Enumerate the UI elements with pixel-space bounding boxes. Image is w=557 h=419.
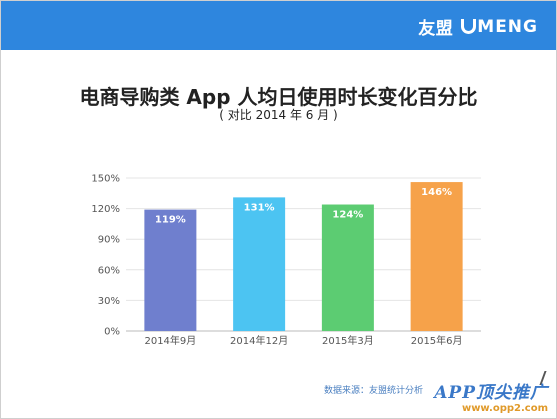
y-tick-label: 60% xyxy=(98,265,120,276)
bar-value-label: 146% xyxy=(421,187,452,198)
bar-value-label: 119% xyxy=(155,215,186,226)
chart-subtitle: ( 对比 2014 年 6 月 ) xyxy=(219,108,338,122)
x-tick-label: 2014年9月 xyxy=(144,334,196,347)
header-bar: 友盟 MENG xyxy=(1,1,556,50)
brand-u-icon xyxy=(461,18,477,34)
y-tick-label: 120% xyxy=(91,204,120,215)
x-tick-label: 2015年6月 xyxy=(411,334,463,347)
bar xyxy=(144,209,197,331)
x-tick-label: 2015年3月 xyxy=(322,334,374,347)
chart-title: 电商导购类 App 人均日使用时长变化百分比 xyxy=(79,85,478,109)
brand-en-wrap: MENG xyxy=(461,17,538,37)
y-tick-label: 30% xyxy=(98,296,120,307)
bar xyxy=(410,182,463,331)
bar-value-label: 124% xyxy=(332,210,363,221)
y-tick-label: 0% xyxy=(104,327,120,338)
watermark-title: APP顶尖推广 xyxy=(434,383,548,403)
brand-cn: 友盟 xyxy=(418,19,454,39)
bar xyxy=(233,197,286,331)
watermark: APP顶尖推广 www.opp2.com xyxy=(434,378,548,414)
brand-en: MENG xyxy=(477,16,538,37)
y-tick-label: 150% xyxy=(91,174,120,185)
y-tick-label: 90% xyxy=(98,235,120,246)
bar-value-label: 131% xyxy=(244,202,275,213)
brand-logo: 友盟 MENG xyxy=(418,14,538,40)
data-source: 数据来源：友盟统计分析 xyxy=(324,386,424,396)
bar xyxy=(321,204,374,331)
x-tick-label: 2014年12月 xyxy=(230,334,288,347)
watermark-url: www.opp2.com xyxy=(461,403,548,414)
